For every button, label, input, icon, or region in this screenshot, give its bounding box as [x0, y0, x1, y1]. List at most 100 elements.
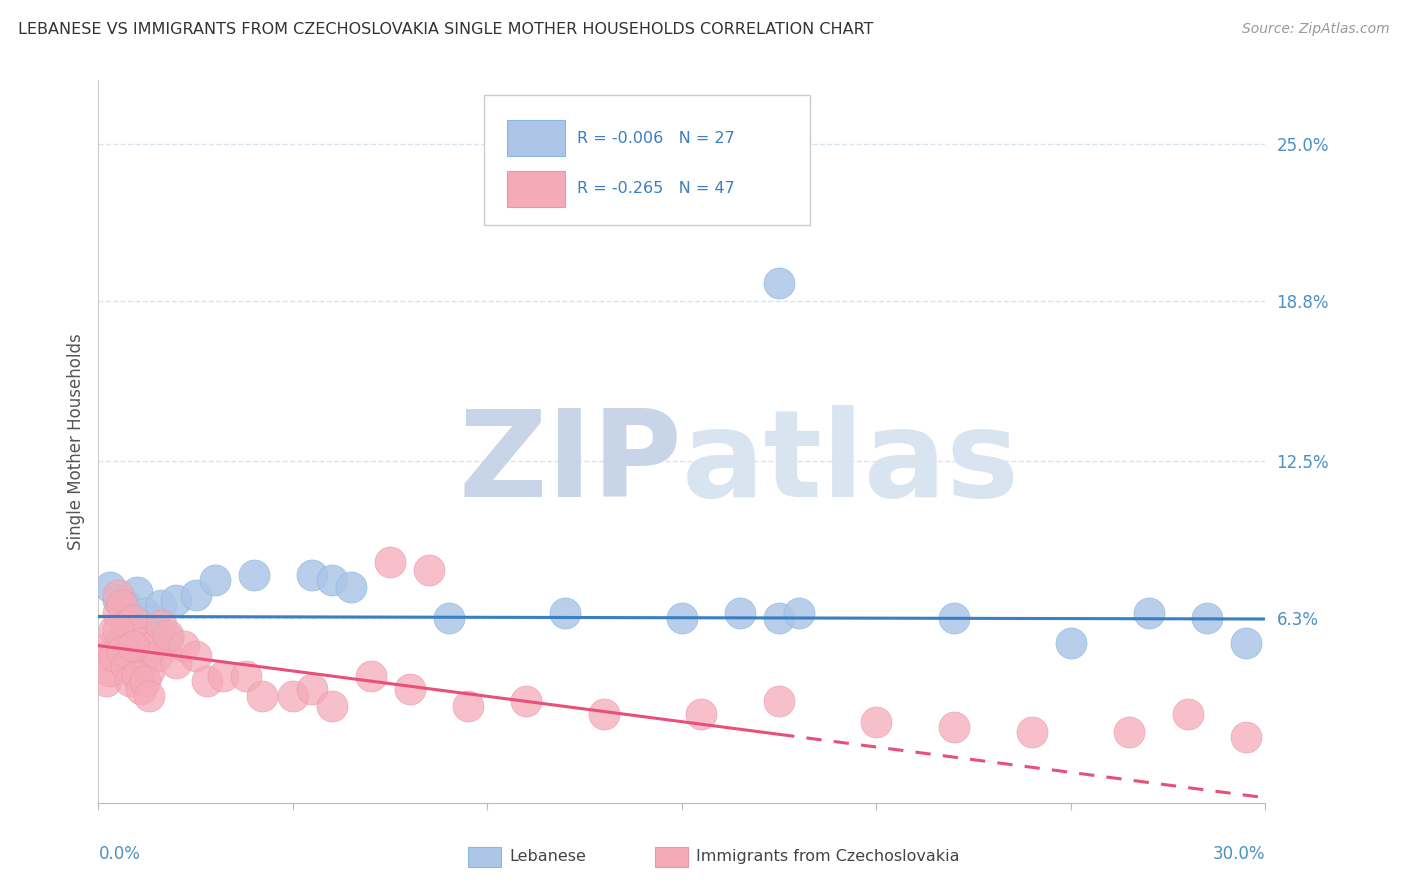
Point [184, 648, 207, 663]
Text: Source: ZipAtlas.com: Source: ZipAtlas.com [1241, 22, 1389, 37]
Point [107, 588, 129, 602]
Point [98, 639, 121, 653]
Point [134, 674, 156, 689]
Point [149, 598, 172, 612]
FancyBboxPatch shape [484, 95, 810, 225]
Point [173, 639, 195, 653]
Point [114, 643, 136, 657]
Point [321, 699, 343, 714]
Point [943, 720, 966, 734]
Point [149, 618, 172, 632]
Point [243, 567, 266, 582]
Point [1294, 745, 1316, 759]
Point [671, 611, 693, 625]
Point [1195, 611, 1218, 625]
Point [768, 694, 790, 708]
Point [134, 606, 156, 620]
Point [281, 690, 304, 704]
Point [437, 611, 460, 625]
Point [943, 611, 966, 625]
Point [418, 563, 440, 577]
Point [122, 613, 145, 627]
FancyBboxPatch shape [468, 847, 501, 867]
Point [1234, 636, 1257, 650]
Point [593, 707, 616, 722]
Point [118, 631, 141, 645]
Point [165, 657, 187, 671]
FancyBboxPatch shape [655, 847, 688, 867]
Point [157, 631, 180, 645]
Point [103, 648, 125, 663]
Point [195, 674, 218, 689]
Point [129, 681, 152, 696]
Text: ZIP: ZIP [458, 405, 682, 522]
Text: R = -0.006   N = 27: R = -0.006 N = 27 [576, 130, 734, 145]
Point [122, 664, 145, 678]
Point [321, 573, 343, 587]
Point [768, 276, 790, 290]
Point [103, 624, 125, 638]
Point [127, 648, 149, 663]
Point [184, 588, 207, 602]
Point [111, 631, 134, 645]
Text: 30.0%: 30.0% [1213, 845, 1265, 863]
Point [114, 659, 136, 673]
Point [212, 669, 235, 683]
Point [107, 606, 129, 620]
Point [127, 624, 149, 638]
Point [157, 628, 180, 642]
Point [1274, 739, 1296, 754]
Point [138, 664, 160, 678]
Point [1060, 636, 1083, 650]
FancyBboxPatch shape [508, 120, 565, 156]
Point [114, 618, 136, 632]
Point [96, 648, 118, 663]
Point [865, 714, 887, 729]
Point [96, 674, 118, 689]
Text: R = -0.265   N = 47: R = -0.265 N = 47 [576, 181, 734, 196]
Text: Lebanese: Lebanese [509, 849, 586, 864]
Text: Immigrants from Czechoslovakia: Immigrants from Czechoslovakia [696, 849, 959, 864]
Point [122, 639, 145, 653]
Point [138, 690, 160, 704]
Point [111, 643, 134, 657]
Point [340, 580, 363, 594]
Point [554, 606, 576, 620]
Point [301, 567, 323, 582]
Point [127, 585, 149, 599]
Text: 0.0%: 0.0% [98, 845, 141, 863]
Point [398, 681, 420, 696]
Text: LEBANESE VS IMMIGRANTS FROM CZECHOSLOVAKIA SINGLE MOTHER HOUSEHOLDS CORRELATION : LEBANESE VS IMMIGRANTS FROM CZECHOSLOVAK… [18, 22, 873, 37]
Point [165, 593, 187, 607]
Point [122, 618, 145, 632]
Point [107, 593, 129, 607]
FancyBboxPatch shape [508, 170, 565, 207]
Point [127, 669, 149, 683]
Point [1021, 724, 1043, 739]
Point [118, 654, 141, 668]
Point [107, 624, 129, 638]
Point [111, 598, 134, 612]
Point [1234, 730, 1257, 744]
Point [146, 648, 169, 663]
Point [118, 674, 141, 689]
Point [690, 707, 713, 722]
Point [250, 690, 273, 704]
Point [457, 699, 479, 714]
Point [1177, 707, 1199, 722]
Point [301, 681, 323, 696]
Point [98, 580, 121, 594]
Point [730, 606, 752, 620]
Y-axis label: Single Mother Households: Single Mother Households [66, 334, 84, 549]
Point [787, 606, 810, 620]
Point [129, 636, 152, 650]
Point [515, 694, 537, 708]
Point [360, 669, 382, 683]
Point [134, 648, 156, 663]
Point [204, 573, 226, 587]
Point [380, 555, 402, 569]
Point [235, 669, 257, 683]
Point [1137, 606, 1160, 620]
Point [142, 639, 165, 653]
Point [768, 611, 790, 625]
